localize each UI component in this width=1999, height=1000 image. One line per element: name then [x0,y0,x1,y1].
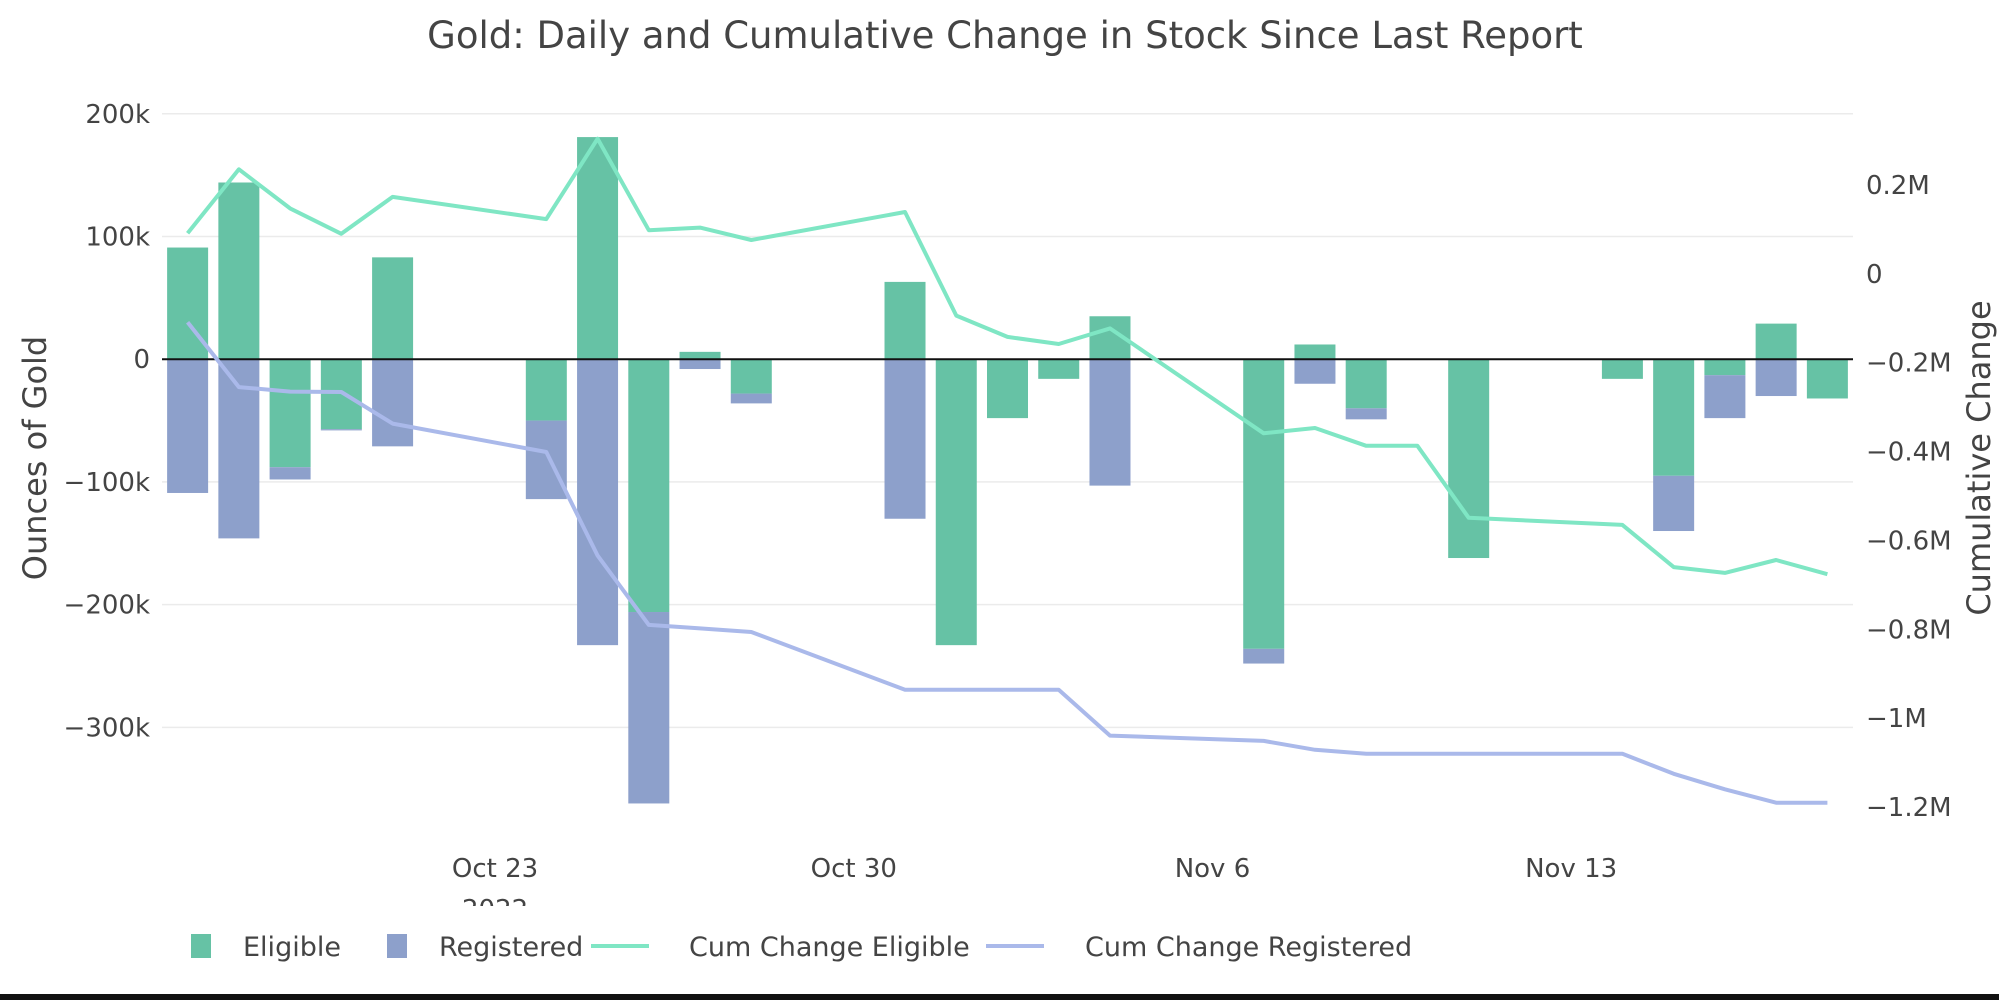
bar-eligible [372,257,414,360]
y2-tick-label: −1M [1866,704,1927,734]
bar-eligible [935,359,977,646]
line-cum-change-registered [186,320,1828,805]
bar-registered [1755,359,1797,397]
x-axis-ticks: Oct 23 Oct 30 Nov 6 Nov 13 2022 [452,854,1617,925]
bar-registered [730,393,772,404]
bar-eligible [218,182,260,360]
line-cum-change-eligible [186,136,1828,577]
legend-item-registered: Registered [387,932,583,963]
bar-eligible [1345,359,1387,409]
bar-eligible [1601,359,1643,379]
bars [167,137,1848,804]
x-tick-label: Nov 6 [1175,854,1251,884]
bar-eligible [884,281,926,360]
bar-eligible [1806,359,1848,399]
bar-eligible [269,359,311,468]
y-axis-title: Ounces of Gold [16,336,54,580]
x-tick-label: Oct 30 [811,854,897,884]
legend-item-eligible: Eligible [191,932,341,963]
bar-registered [525,420,567,500]
bar-registered [1345,408,1387,420]
bar-registered [628,612,670,804]
x-tick-label: Oct 23 [452,854,538,884]
x-tick-year-label: 2022 [462,895,528,925]
bar-eligible [1755,323,1797,360]
legend-item-cum-change-eligible: Cum Change Eligible [591,932,970,963]
y2-tick-label: 0.2M [1866,171,1930,201]
y2-tick-label: −0.8M [1866,615,1952,645]
y2-tick-label: 0 [1866,260,1883,290]
bar-registered [320,429,362,431]
legend-swatch [387,934,407,958]
legend-item-cum-change-registered: Cum Change Registered [986,932,1412,963]
x-tick-label: Nov 13 [1525,854,1617,884]
bar-registered [1089,359,1131,486]
bar-eligible [1294,344,1336,360]
bar-registered [1653,475,1695,532]
y-axis-ticks: 200k 100k 0 −100k −200k −300k [64,100,150,744]
y2-axis-title: Cumulative Change [1960,300,1998,615]
legend-label: Eligible [243,932,341,963]
bar-registered [1243,648,1285,664]
bar-registered [1704,375,1746,419]
bar-registered [679,359,721,370]
bar-eligible [1704,359,1746,376]
bottom-divider [0,994,1999,1000]
bar-eligible [679,351,721,360]
bar-registered [884,359,926,519]
y-tick-label: 0 [133,345,150,375]
bar-eligible [1038,359,1080,379]
y2-tick-label: −0.2M [1866,349,1952,379]
bar-registered [269,467,311,480]
bar-eligible [987,359,1028,419]
y2-tick-label: −0.4M [1866,438,1952,468]
y-tick-label: −300k [64,713,150,743]
legend-label: Registered [439,932,583,963]
bar-eligible [628,359,670,613]
chart-title: Gold: Daily and Cumulative Change in Sto… [427,14,1583,57]
legend-swatch [191,934,211,958]
cumulative-lines [186,136,1828,805]
y2-axis-ticks: 0.2M 0 −0.2M −0.4M −0.6M −0.8M −1M −1.2M [1866,171,1952,823]
legend-label: Cum Change Registered [1085,932,1412,963]
y-tick-label: −100k [64,468,150,498]
bar-eligible [1653,359,1695,476]
bar-eligible [730,359,772,394]
legend-label: Cum Change Eligible [689,932,970,963]
y-tick-label: 200k [85,100,150,130]
bar-registered [372,359,414,447]
gridlines [162,113,1853,729]
bar-registered [167,359,209,493]
bar-eligible [577,137,619,360]
bar-eligible [525,359,567,421]
bar-registered [577,359,619,646]
bar-eligible [1448,359,1490,559]
y-tick-label: −200k [64,591,150,621]
bar-registered [1294,359,1336,384]
y2-tick-label: −1.2M [1866,793,1952,823]
y2-tick-label: −0.6M [1866,526,1952,556]
y-tick-label: 100k [85,222,150,252]
legend: Eligible Registered Cum Change Eligible Cum… [191,932,1412,963]
bar-eligible [1243,359,1285,649]
